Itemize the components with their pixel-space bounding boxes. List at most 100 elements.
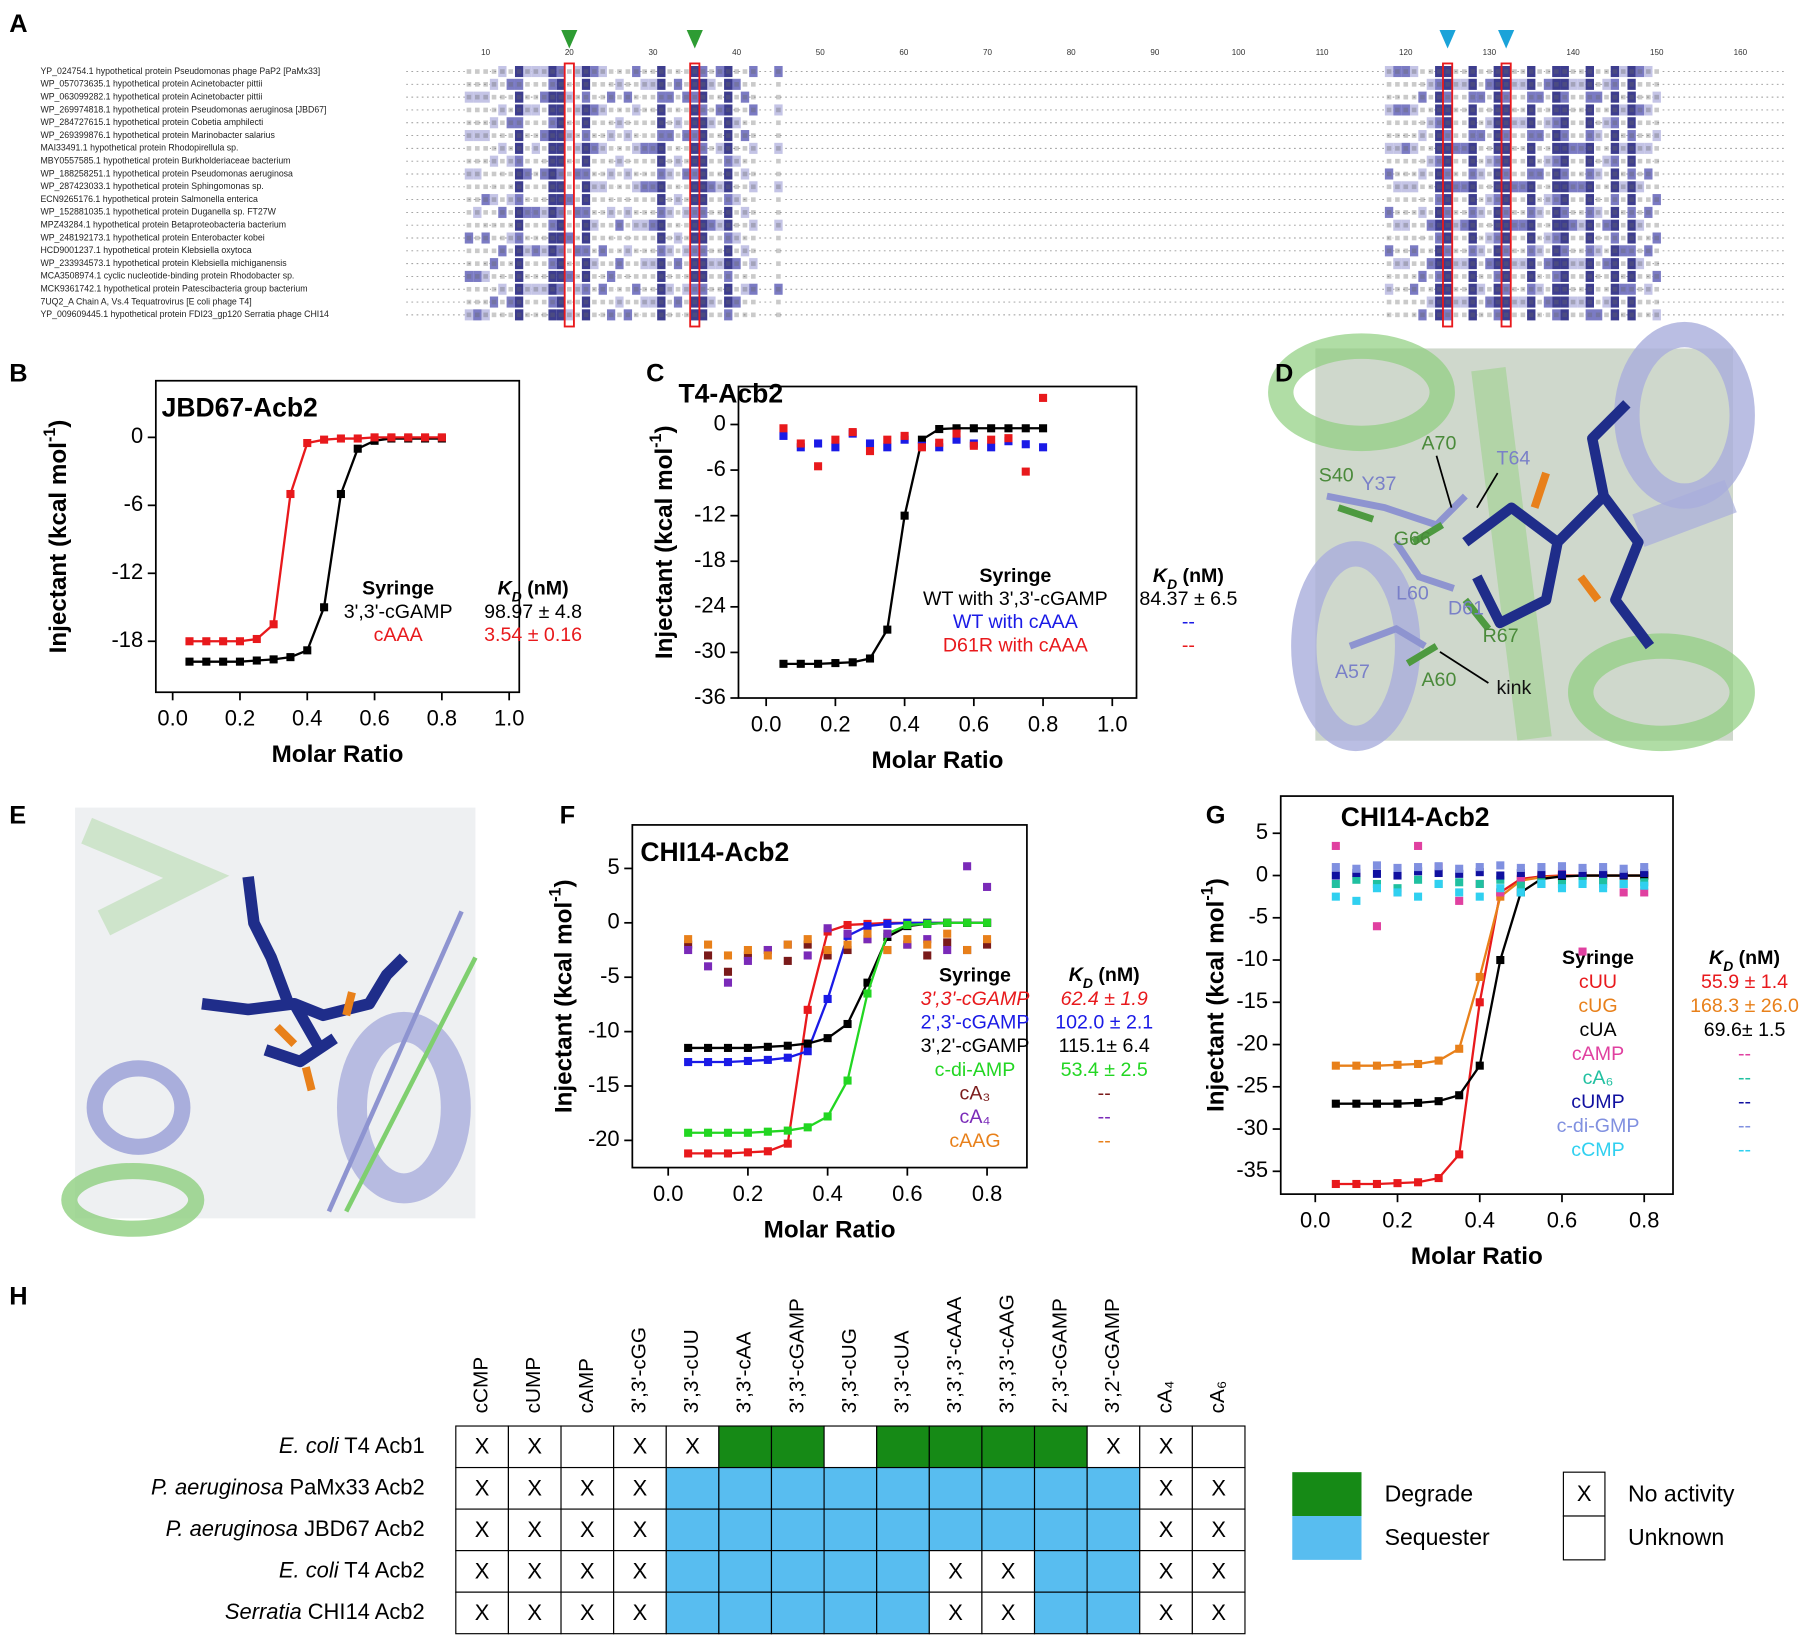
residue <box>1512 261 1517 266</box>
residue <box>1604 94 1609 100</box>
residue <box>1403 274 1409 279</box>
residue-shade <box>540 142 549 154</box>
residue <box>1395 69 1400 74</box>
residue-shade <box>749 194 758 206</box>
residue <box>667 120 672 126</box>
residue <box>1478 69 1484 74</box>
residue-shade <box>673 283 683 295</box>
residue-shade <box>606 168 616 180</box>
residue <box>1620 312 1626 318</box>
residue <box>1545 158 1551 164</box>
data-point <box>1039 424 1048 433</box>
helix <box>1291 541 1421 752</box>
residue-shade <box>732 130 741 142</box>
residue <box>533 248 539 254</box>
residue <box>1537 197 1542 202</box>
residue <box>776 69 781 74</box>
residue <box>751 235 756 241</box>
residue-shade <box>1476 78 1486 90</box>
residue-shade <box>673 130 683 142</box>
residue-shade <box>715 104 725 116</box>
residue-shade <box>1493 283 1502 295</box>
residue-shade <box>581 181 591 193</box>
residue <box>466 286 472 292</box>
residue <box>1537 82 1542 87</box>
residue <box>600 299 606 305</box>
residue <box>1654 197 1660 202</box>
residue <box>1520 82 1526 87</box>
residue-shade <box>1585 130 1595 142</box>
residue-shade <box>1451 91 1461 103</box>
residue-shade <box>1426 270 1436 282</box>
residue <box>608 274 614 279</box>
residue <box>1620 158 1626 164</box>
residue <box>617 82 622 87</box>
residue <box>1386 286 1392 292</box>
residue <box>1453 197 1459 202</box>
residue <box>1462 274 1467 279</box>
table-cell <box>928 1591 983 1635</box>
residue <box>1562 158 1568 164</box>
residue-shade <box>481 181 490 193</box>
residue-shade <box>1443 168 1452 180</box>
kd-title-part: (nM) <box>1733 947 1780 969</box>
residue-label: A57 <box>1335 661 1370 683</box>
residue-shade <box>548 232 557 244</box>
residue <box>751 171 756 177</box>
data-point <box>963 918 972 927</box>
residue-shade <box>749 258 758 270</box>
residue <box>558 210 564 215</box>
residue-shade <box>1426 130 1436 142</box>
y-axis-label-part: -1 <box>647 433 665 447</box>
residue <box>725 158 731 164</box>
residue <box>1445 94 1450 100</box>
residue <box>575 248 580 254</box>
residue <box>1604 222 1609 228</box>
residue-shade <box>581 309 591 321</box>
residue-shade <box>556 104 566 116</box>
cell-mark: X <box>527 1434 542 1459</box>
residue-shade <box>1652 245 1661 257</box>
ligand-phosphate <box>1530 471 1602 603</box>
residue-shade <box>648 296 658 308</box>
residue <box>1411 69 1417 74</box>
residue-shade <box>774 117 783 129</box>
residue <box>742 312 748 318</box>
row-label: P. aeruginosa PaMx33 Acb2 <box>151 1474 425 1499</box>
residue-shade <box>1535 78 1544 90</box>
residue <box>1629 210 1634 215</box>
residue-shade <box>514 232 524 244</box>
table-cell <box>1086 1550 1141 1593</box>
residue-shade <box>707 91 716 103</box>
residue <box>776 261 781 266</box>
residue-shade <box>648 270 658 282</box>
residue <box>684 286 689 292</box>
data-point <box>1496 955 1505 965</box>
residue <box>633 248 639 254</box>
residue <box>1646 210 1651 215</box>
residue <box>1445 286 1450 292</box>
residue <box>692 299 698 305</box>
residue <box>776 94 781 100</box>
residue-shade <box>514 309 524 321</box>
residue-shade <box>1610 309 1620 321</box>
residue <box>1470 158 1475 164</box>
kd-title-part: (nM) <box>522 578 569 600</box>
cell-mark: X <box>633 1558 648 1583</box>
residue-shade <box>498 155 507 167</box>
residue <box>684 261 689 266</box>
residue <box>483 286 488 292</box>
residue-shade <box>1384 194 1394 206</box>
residue <box>717 248 723 254</box>
residue <box>541 107 547 113</box>
residue <box>1587 222 1593 228</box>
residue <box>1646 274 1651 279</box>
residue <box>541 69 547 74</box>
residue-shade <box>1635 117 1645 129</box>
data-point <box>803 935 812 944</box>
residue <box>1453 248 1459 254</box>
residue <box>642 146 647 151</box>
residue-shade <box>1518 270 1528 282</box>
residue-shade <box>648 91 658 103</box>
residue-shade <box>1451 181 1461 193</box>
